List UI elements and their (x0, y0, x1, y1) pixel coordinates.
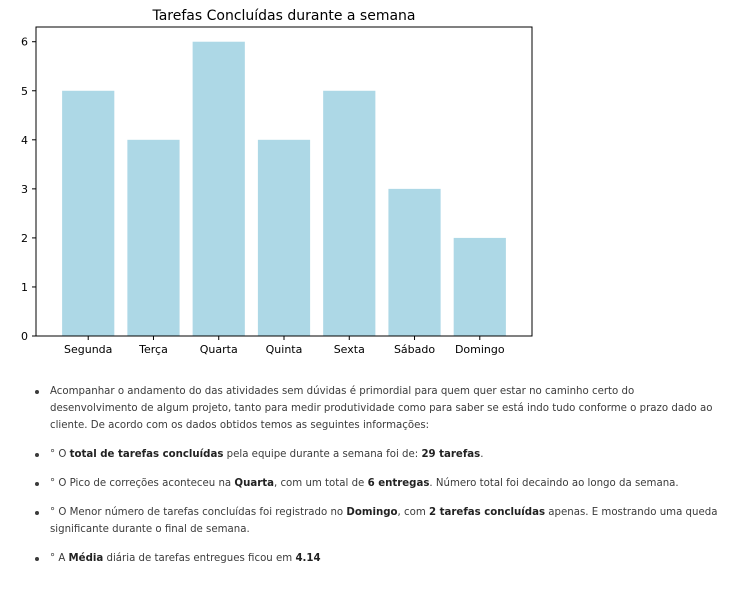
x-tick-label: Terça (138, 343, 168, 356)
x-tick-label: Sexta (334, 343, 365, 356)
bar-sexta (323, 90, 376, 336)
notes-list: Acompanhar o andamento do das atividades… (34, 383, 724, 579)
bar-terça (127, 139, 180, 336)
note-average: ° A Média diária de tarefas entregues fi… (34, 550, 724, 567)
y-axis: 0 1 2 3 4 5 6 (21, 36, 36, 343)
x-tick-label: Quinta (266, 343, 303, 356)
y-tick-label: 0 (21, 330, 28, 343)
chart-svg: Tarefas Concluídas durante a semana 0 1 2 3… (21, 8, 533, 356)
note-average-prefix: ° A (50, 553, 69, 564)
note-peak: ° O Pico de correções aconteceu na Quart… (34, 475, 724, 492)
bar-segunda (62, 90, 115, 336)
y-tick-label: 6 (21, 36, 28, 49)
chart-title: Tarefas Concluídas durante a semana (151, 8, 415, 24)
note-peak-prefix: ° O Pico de correções aconteceu na (50, 478, 235, 489)
note-minimum-prefix: ° O Menor número de tarefas concluídas f… (50, 507, 347, 518)
note-minimum-mid: , com (397, 507, 429, 518)
note-total-bold2: 29 tarefas (421, 449, 481, 460)
bar-domingo (453, 237, 506, 336)
note-total-prefix: ° O (50, 449, 70, 460)
bar-chart: Tarefas Concluídas durante a semana 0 1 2 3… (21, 8, 533, 356)
bar-quinta (257, 139, 311, 336)
bar-quarta (192, 41, 245, 336)
note-intro: Acompanhar o andamento do das atividades… (34, 383, 724, 434)
note-minimum-suffix: apenas. E mostrando uma queda significan… (50, 507, 718, 535)
x-tick-label: Quarta (200, 343, 238, 356)
note-total-suffix: . (480, 449, 484, 460)
note-average-bold1: Média (68, 553, 104, 564)
y-tick-label: 4 (21, 134, 28, 147)
bars-group (62, 41, 506, 336)
note-peak-bold2: 6 entregas (367, 478, 430, 489)
note-minimum-bold1: Domingo (346, 507, 398, 518)
note-peak-mid: , com um total de (273, 478, 368, 489)
bar-sábado (388, 188, 441, 336)
x-tick-label: Sábado (394, 343, 435, 356)
y-tick-label: 1 (21, 281, 28, 294)
x-tick-label: Domingo (455, 343, 505, 356)
note-minimum: ° O Menor número de tarefas concluídas f… (34, 504, 724, 538)
note-average-mid: diária de tarefas entregues ficou em (103, 553, 296, 564)
plot-frame (35, 26, 533, 337)
note-intro-text: Acompanhar o andamento do das atividades… (50, 386, 713, 431)
x-tick-label: Segunda (64, 343, 112, 356)
note-peak-suffix: . Número total foi decaindo ao longo da … (429, 478, 679, 489)
note-peak-bold1: Quarta (234, 478, 274, 489)
note-average-bold2: 4.14 (295, 553, 321, 564)
y-tick-label: 5 (21, 85, 28, 98)
y-tick-label: 2 (21, 232, 28, 245)
note-minimum-bold2: 2 tarefas concluídas (429, 507, 546, 518)
note-total: ° O total de tarefas concluídas pela equ… (34, 446, 724, 463)
x-axis: Segunda Terça Quarta Quinta Sexta Sábado Domin… (64, 336, 505, 356)
y-tick-label: 3 (21, 183, 28, 196)
note-total-bold1: total de tarefas concluídas (69, 449, 224, 460)
note-total-mid: pela equipe durante a semana foi de: (223, 449, 422, 460)
